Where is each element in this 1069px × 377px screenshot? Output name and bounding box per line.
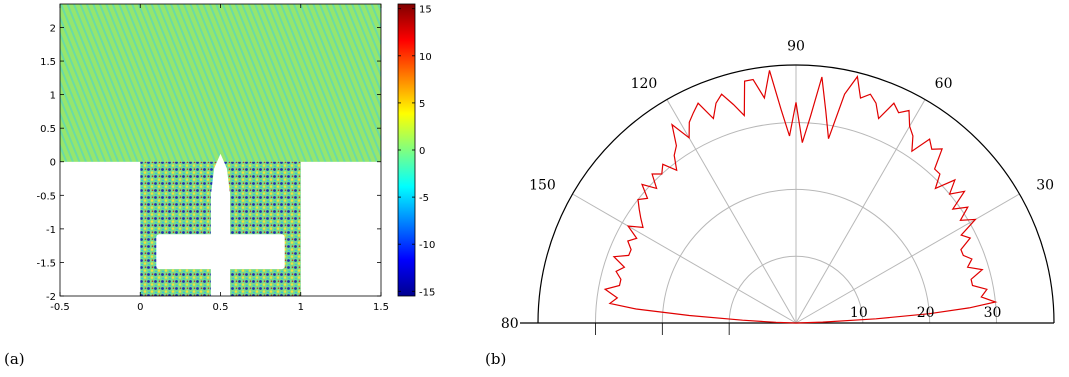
theta-tick-label: 30 xyxy=(1036,177,1054,193)
y-tick-label: 1 xyxy=(50,91,56,102)
y-tick-label: 2 xyxy=(50,23,56,34)
r-tick-label: 30 xyxy=(984,305,1002,321)
y-tick-label: -1.5 xyxy=(36,258,56,269)
r-tick-label: 20 xyxy=(917,305,935,321)
polar-series-line xyxy=(603,70,998,324)
theta-tick-label: 150 xyxy=(529,177,556,193)
colorbar-tick-label: 10 xyxy=(419,52,432,63)
x-tick-label: 1.5 xyxy=(373,302,389,313)
polar-outer-frame xyxy=(537,64,1055,324)
polar-spoke xyxy=(795,99,926,324)
r-tick-label: 10 xyxy=(850,305,868,321)
colorbar-tick-label: -10 xyxy=(419,240,435,251)
caption-a: (a) xyxy=(4,350,25,368)
colorbar-tick-label: -5 xyxy=(419,193,429,204)
wavefield-heatmap-panel: -0.5 0 0.5 1 1.5 2 1.5 1 0.5 0 -0.5 -1 -1.5 -2 15 10 5 0… xyxy=(36,3,435,313)
colorbar-tick-label: 15 xyxy=(419,5,432,16)
polar-pattern-panel: 0306090120150180102030 xyxy=(500,39,1055,335)
obstacle-spike xyxy=(210,153,231,196)
caption-b: (b) xyxy=(485,350,507,368)
x-tick-label: 1 xyxy=(298,302,304,313)
polar-spoke xyxy=(795,193,1020,324)
theta-tick-label: 90 xyxy=(787,39,805,55)
colorbar-tick-label: -15 xyxy=(419,287,435,298)
polar-ring xyxy=(728,255,864,324)
theta-tick-label: 180 xyxy=(500,316,519,332)
upper-wave-texture xyxy=(60,4,381,162)
y-tick-label: -2 xyxy=(46,292,56,303)
theta-tick-label: 60 xyxy=(935,76,953,92)
x-tick-label: 0 xyxy=(137,302,143,313)
colorbar-tick-label: 5 xyxy=(419,99,425,110)
polar-spoke xyxy=(572,193,797,324)
x-tick-label: 0.5 xyxy=(213,302,229,313)
polar-ring xyxy=(594,121,998,324)
y-tick-label: 0 xyxy=(50,158,56,169)
obstacle-bar xyxy=(156,234,285,270)
colorbar-tick-label: 0 xyxy=(419,146,425,157)
polar-ring xyxy=(661,188,931,324)
x-tick-label: -0.5 xyxy=(50,302,70,313)
y-tick-label: 0.5 xyxy=(40,124,56,135)
y-tick-label: -0.5 xyxy=(36,191,56,202)
y-tick-label: -1 xyxy=(46,225,56,236)
theta-tick-label: 120 xyxy=(631,76,658,92)
y-tick-label: 1.5 xyxy=(40,57,56,68)
